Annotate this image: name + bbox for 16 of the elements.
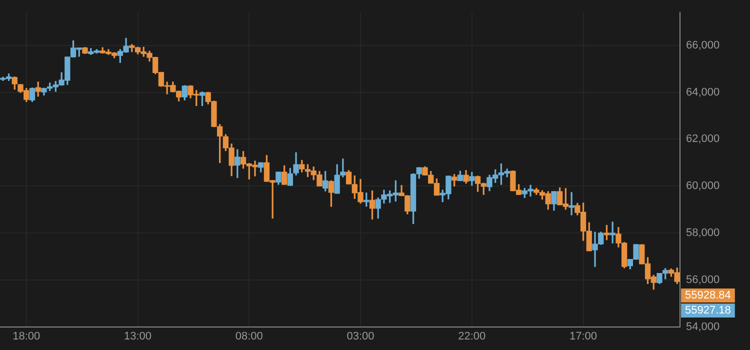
candlestick xyxy=(568,192,574,216)
text: 55928.84 xyxy=(685,290,731,302)
x-tick-label: 08:00 xyxy=(235,330,263,342)
y-tick-label: 58,000 xyxy=(686,227,720,240)
y-tick-label: 56,000 xyxy=(686,274,720,286)
x-tick-label: 17:00 xyxy=(570,330,598,342)
x-tick-label: 22:00 xyxy=(458,330,486,342)
x-tick-label: 03:00 xyxy=(346,330,374,342)
x-tick-label: 18:00 xyxy=(12,330,40,342)
y-tick-label: 66,000 xyxy=(686,39,720,52)
y-tick-label: 64,000 xyxy=(686,86,720,98)
text: 55927.18 xyxy=(685,304,731,317)
y-tick-label: 54,000 xyxy=(686,320,720,333)
y-tick-label: 60,000 xyxy=(686,180,720,192)
y-tick-label: 62,000 xyxy=(686,133,720,146)
x-tick-label: 13:00 xyxy=(124,330,152,342)
